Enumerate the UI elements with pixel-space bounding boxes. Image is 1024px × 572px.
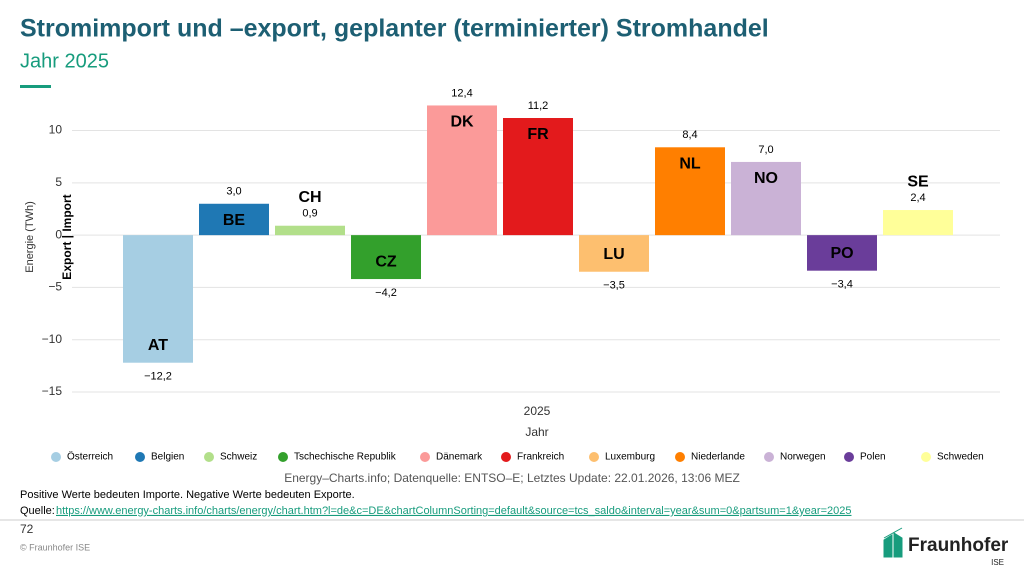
legend-marker <box>204 452 214 462</box>
bar <box>275 225 345 236</box>
y-tick-label: 5 <box>55 175 62 189</box>
legend-marker <box>764 452 774 462</box>
bar <box>123 235 193 363</box>
legend-label: Belgien <box>151 452 184 463</box>
bar-label: SE <box>907 173 929 190</box>
value-label: 2,4 <box>910 192 925 204</box>
legend-label: Dänemark <box>436 452 483 463</box>
legend-label: Norwegen <box>780 452 826 463</box>
bar-label: AT <box>148 337 168 354</box>
bar <box>579 235 649 272</box>
bar <box>655 147 725 236</box>
legend-marker <box>135 452 145 462</box>
copyright: © Fraunhofer ISE <box>20 542 90 552</box>
value-label: 0,9 <box>302 208 317 220</box>
subtitle: Jahr 2025 <box>20 50 109 72</box>
legend-marker <box>589 452 599 462</box>
y-tick-label: 0 <box>55 227 62 241</box>
logo-icon <box>883 527 903 558</box>
note: Positive Werte bedeuten Importe. Negativ… <box>20 489 355 501</box>
bar-label: NL <box>679 156 701 173</box>
logo-text: Fraunhofer <box>908 535 1009 556</box>
bar <box>503 118 573 236</box>
legend-label: Luxemburg <box>605 452 655 463</box>
legend-label: Frankreich <box>517 452 564 463</box>
legend-label: Tschechische Republik <box>294 452 397 463</box>
bar-label: DK <box>450 114 474 131</box>
value-label: 3,0 <box>226 186 241 198</box>
value-label: −12,2 <box>144 371 172 383</box>
bar-label: FR <box>527 126 549 143</box>
source-link[interactable]: https://www.energy-charts.info/charts/en… <box>56 505 851 517</box>
value-label: −4,2 <box>375 287 397 299</box>
logo-sub: ISE <box>991 558 1004 567</box>
legend-label: Niederlande <box>691 452 745 463</box>
legend-marker <box>844 452 854 462</box>
bar <box>351 235 421 280</box>
title: Stromimport und –export, geplanter (term… <box>20 15 769 43</box>
y-axis-label-inner: Export | Import <box>60 194 74 279</box>
x-tick-label: 2025 <box>524 404 551 418</box>
legend-label: Polen <box>860 452 886 463</box>
legend-label: Schweiz <box>220 452 257 463</box>
bar-label: PO <box>830 245 853 262</box>
bar <box>883 210 953 236</box>
bar-label: NO <box>754 170 778 187</box>
y-tick-label: −5 <box>48 280 62 294</box>
y-tick-label: 10 <box>49 123 63 137</box>
value-label: −3,5 <box>603 280 625 292</box>
bar-label: BE <box>223 212 246 229</box>
bar <box>731 161 801 236</box>
value-label: 11,2 <box>528 100 549 112</box>
legend-marker <box>921 452 931 462</box>
value-label: 8,4 <box>682 129 697 141</box>
legend-marker <box>675 452 685 462</box>
value-label: −3,4 <box>831 279 853 291</box>
legend-marker <box>501 452 511 462</box>
source-label: Quelle: <box>20 505 55 517</box>
legend-marker <box>278 452 288 462</box>
x-axis-label: Jahr <box>525 425 548 439</box>
accent-bar <box>20 85 51 88</box>
bar-label: CH <box>298 189 321 206</box>
y-tick-label: −15 <box>42 384 63 398</box>
legend-label: Österreich <box>67 451 113 463</box>
page-number: 72 <box>20 522 34 536</box>
legend-label: Schweden <box>937 452 984 463</box>
bar <box>199 203 269 236</box>
bar <box>427 105 497 236</box>
bar <box>807 235 877 271</box>
logo: Fraunhofer ISE <box>883 527 1009 567</box>
y-tick-label: −10 <box>42 332 63 346</box>
legend-marker <box>51 452 61 462</box>
legend-marker <box>420 452 430 462</box>
credit: Energy–Charts.info; Datenquelle: ENTSO–E… <box>284 471 740 485</box>
value-label: 7,0 <box>758 144 773 156</box>
bar-label: CZ <box>375 253 397 270</box>
y-axis-label: Energie (TWh) <box>24 201 36 273</box>
value-label: 12,4 <box>451 87 472 99</box>
bar-label: LU <box>603 246 624 263</box>
